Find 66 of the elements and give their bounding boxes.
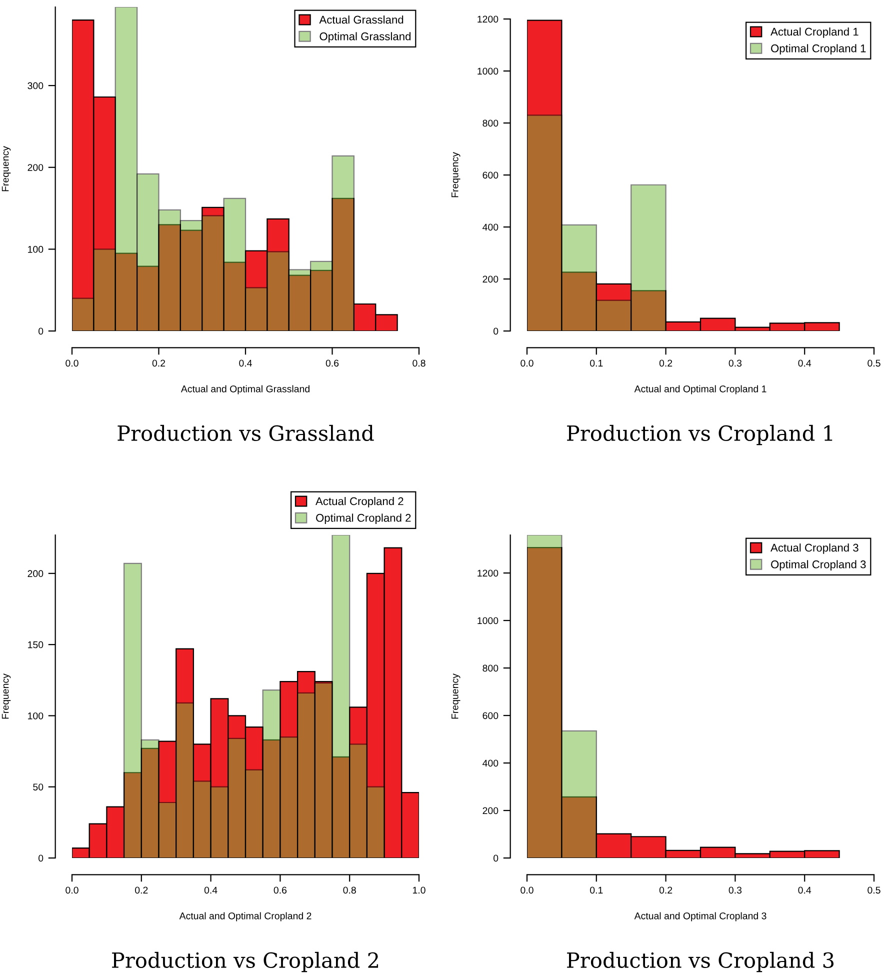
x-tick-label: 0.0 [66,360,78,367]
x-axis-title: Actual and Optimal Cropland 3 [634,912,766,922]
x-tick-label: 0.1 [590,886,603,894]
legend-label: Optimal Cropland 1 [771,44,866,54]
y-tick-label: 1200 [478,16,498,23]
y-tick-label: 600 [482,712,498,720]
y-tick-label: 200 [482,807,498,814]
y-tick-label: 600 [482,172,498,179]
y-tick-label: 0 [494,854,498,862]
y-tick-label: 300 [28,82,44,90]
y-tick-label: 1200 [478,570,498,577]
y-tick-label: 200 [482,276,498,283]
x-axis-title: Actual and Optimal Grassland [180,385,310,394]
y-axis-title: Frequency [452,674,460,719]
y-axis-title: Frequency [452,152,460,198]
y-tick-label: 800 [482,120,498,127]
x-tick-label: 0.4 [204,886,218,894]
legend-label: Optimal Cropland 3 [771,560,866,570]
legend-label: Optimal Grassland [320,32,411,42]
x-tick-label: 0.1 [590,360,603,367]
legend-label: Actual Cropland 1 [770,28,858,38]
text: Production vs Cropland 2 [112,952,378,972]
y-tick-label: 1000 [478,68,498,75]
x-tick-label: 0.0 [520,360,534,367]
x-tick-label: 0.2 [659,360,672,367]
x-tick-label: 0.4 [239,360,252,367]
legend-label: Actual Cropland 2 [316,496,404,508]
y-tick-label: 1000 [478,617,498,624]
x-tick-label: 0.5 [868,360,880,367]
x-tick-label: 0.5 [868,886,880,894]
x-tick-label: 0.8 [343,886,356,894]
x-tick-label: 0.3 [728,360,742,367]
y-tick-label: 200 [28,570,44,578]
y-tick-label: 200 [28,164,44,171]
y-axis-title: Frequency [2,146,11,192]
legend-label: Actual Cropland 3 [770,544,858,554]
y-tick-label: 100 [28,246,44,253]
y-tick-label: 0 [38,854,44,862]
y-tick-label: 150 [28,641,44,648]
x-tick-label: 0.3 [728,886,742,894]
x-tick-label: 0.8 [412,360,426,367]
x-tick-label: 1.0 [412,886,426,894]
legend-label: Actual Grassland [319,16,404,24]
y-tick-label: 0 [38,328,44,335]
x-tick-label: 0.2 [659,886,672,894]
x-tick-label: 0.4 [798,886,812,894]
y-tick-label: 100 [28,712,44,720]
text: Production vs Cropland 1 [567,424,832,446]
x-axis-title: Actual and Optimal Cropland 2 [179,912,312,922]
x-tick-label: 0.4 [798,360,812,367]
y-tick-label: 400 [482,224,498,231]
y-tick-label: 0 [494,328,498,335]
y-tick-label: 50 [33,784,44,790]
x-tick-label: 0.6 [326,360,339,367]
x-tick-label: 0.0 [520,886,534,894]
text: Production vs Cropland 3 [567,952,834,972]
legend-label: Optimal Cropland 2 [316,514,411,524]
x-tick-label: 0.2 [135,886,148,894]
y-tick-label: 800 [482,664,498,672]
y-tick-label: 400 [482,760,498,767]
x-tick-label: 0.2 [152,360,166,367]
x-tick-label: 0.6 [274,886,287,894]
x-axis-title: Actual and Optimal Cropland 1 [634,385,766,394]
text: Production vs Grassland [118,424,374,442]
x-tick-label: 0.0 [66,886,78,894]
y-axis-title: Frequency [2,674,11,719]
